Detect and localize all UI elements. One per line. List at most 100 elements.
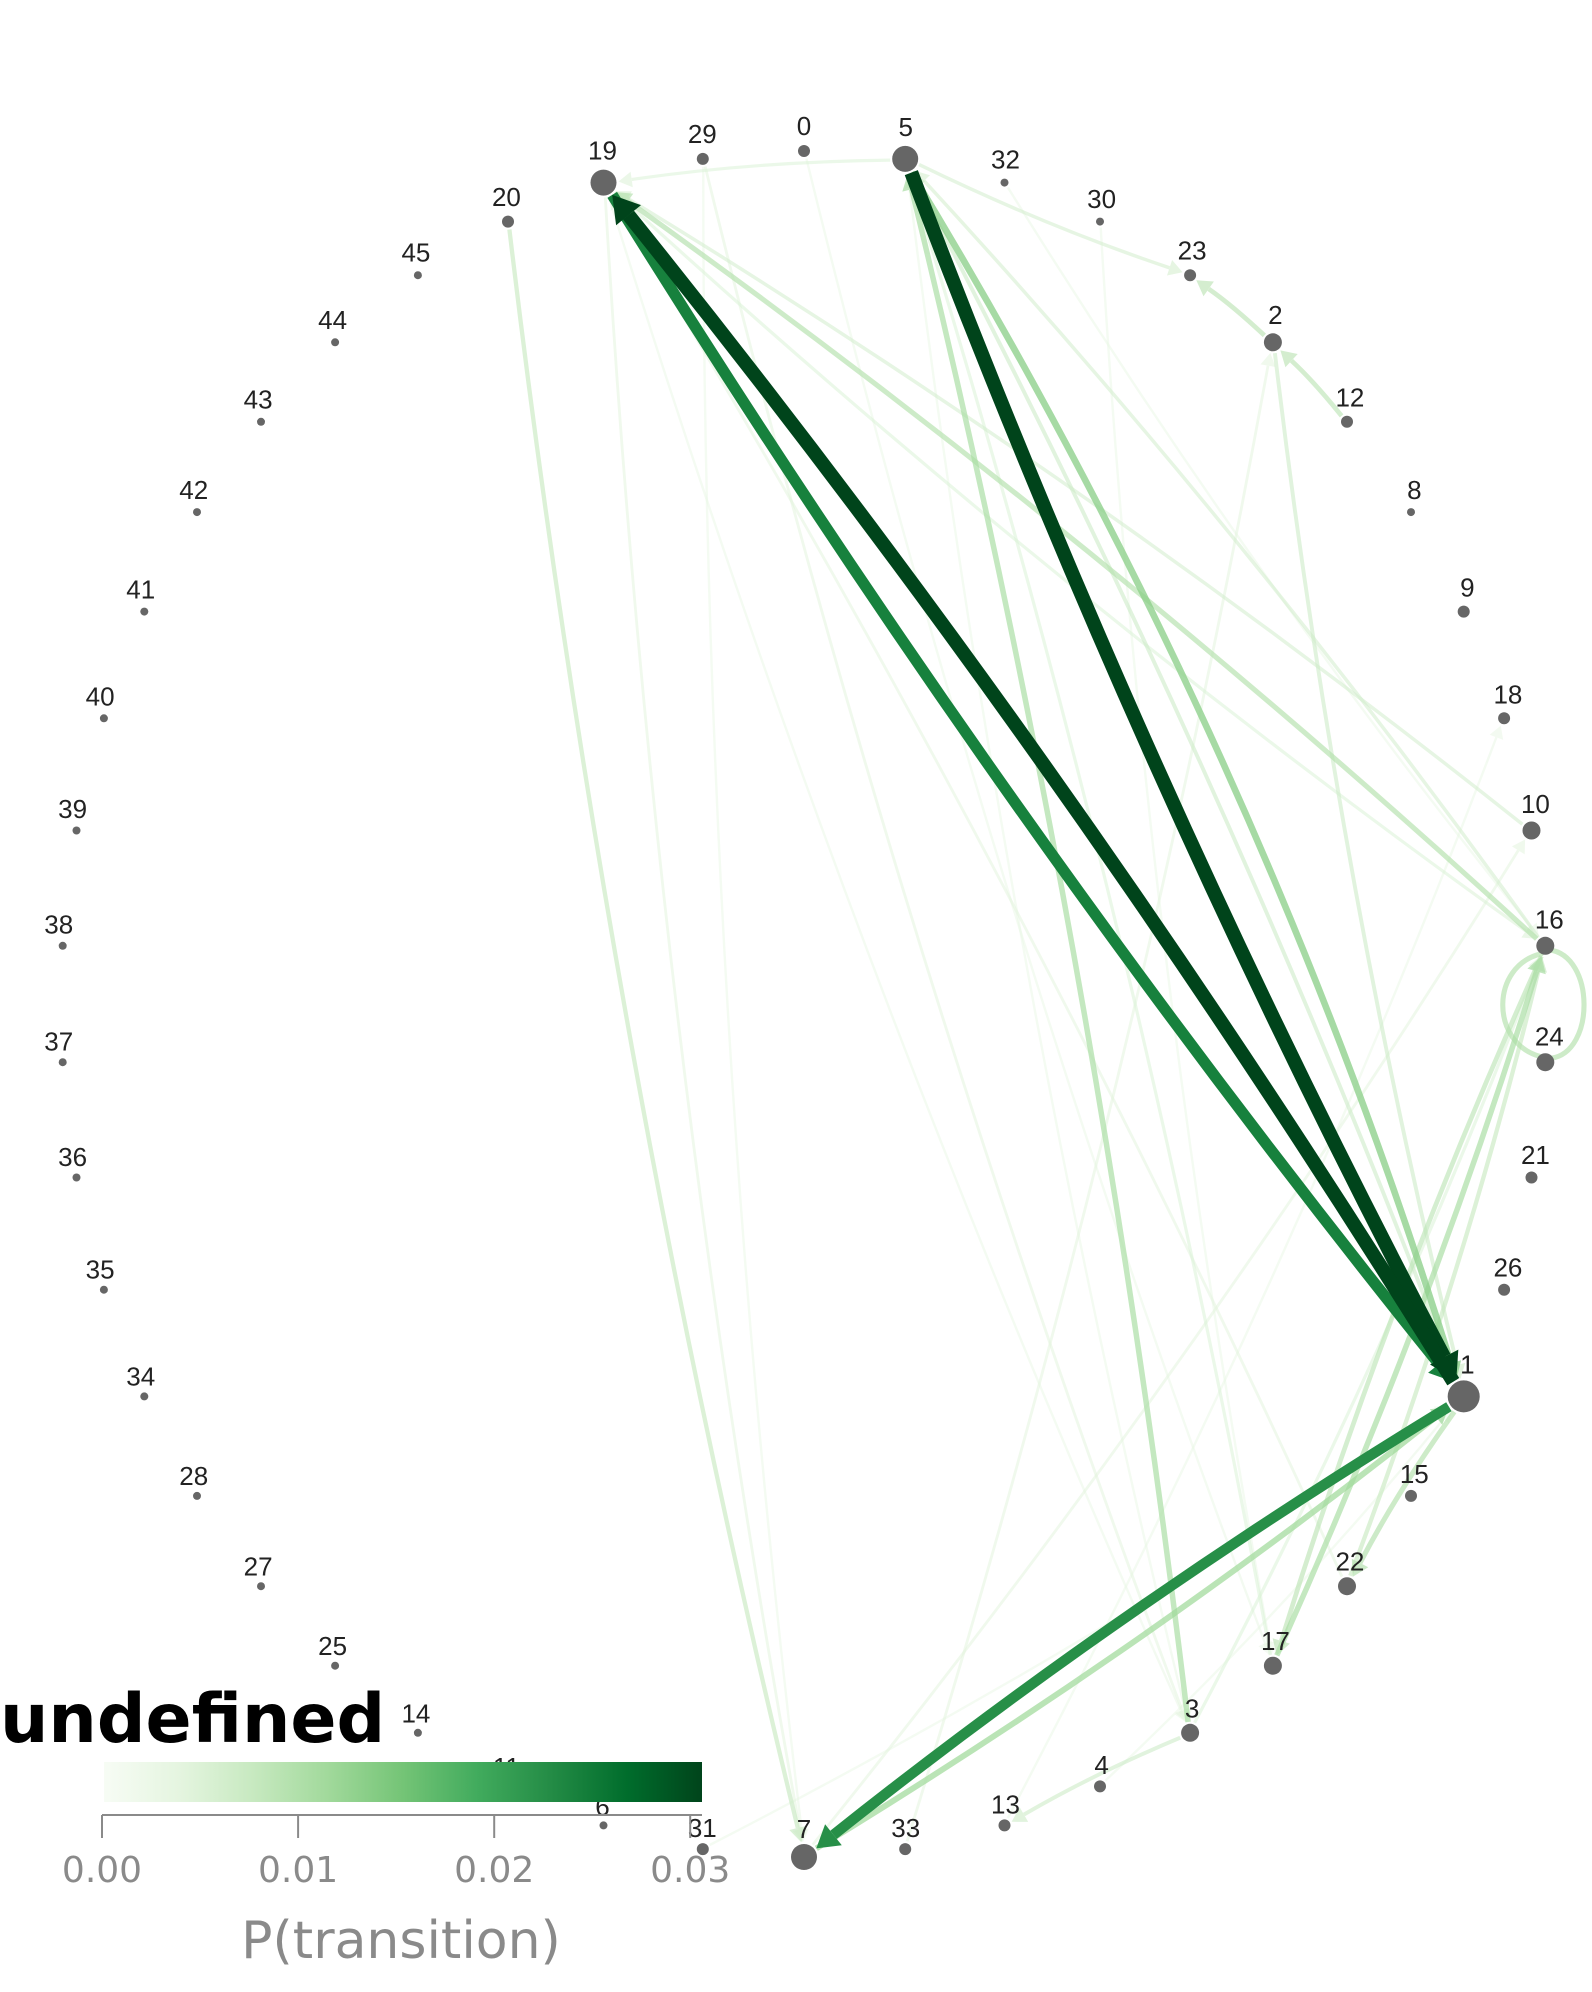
node-label: 22	[1335, 1547, 1364, 1577]
node-43[interactable]: 43	[244, 384, 273, 426]
node-29[interactable]: 29	[688, 119, 717, 165]
node-42[interactable]: 42	[179, 475, 208, 517]
node-13[interactable]: 13	[991, 1789, 1020, 1832]
node-44[interactable]: 44	[318, 305, 347, 347]
node-marker	[1447, 1380, 1480, 1413]
node-label: 9	[1460, 573, 1474, 603]
node-label: 44	[318, 305, 347, 335]
edge-line	[1500, 947, 1587, 1061]
node-marker	[1341, 415, 1353, 428]
node-marker	[696, 152, 709, 165]
node-label: 41	[126, 575, 155, 605]
node-20[interactable]: 20	[492, 182, 521, 228]
node-3[interactable]: 3	[1181, 1694, 1199, 1742]
edge-line	[703, 166, 1184, 1711]
node-5[interactable]: 5	[892, 112, 919, 172]
node-label: 10	[1521, 789, 1550, 819]
node-40[interactable]: 40	[86, 682, 115, 723]
edge-30-to-17	[1099, 227, 1277, 1655]
node-label: 37	[44, 1026, 73, 1056]
edge-arrowhead	[1511, 839, 1526, 855]
edge-line	[918, 163, 1171, 270]
edge-arrowhead	[1196, 280, 1214, 297]
node-marker	[1000, 178, 1009, 187]
edge-line	[1006, 736, 1498, 1819]
edge-line	[906, 173, 1187, 1711]
node-12[interactable]: 12	[1335, 382, 1364, 428]
node-marker	[193, 1491, 201, 1500]
node-30[interactable]: 30	[1087, 184, 1116, 226]
node-marker	[791, 1844, 817, 1870]
node-34[interactable]: 34	[126, 1361, 155, 1401]
node-19[interactable]: 19	[588, 136, 617, 196]
node-label: 29	[688, 119, 717, 149]
node-25[interactable]: 25	[318, 1631, 347, 1670]
node-15[interactable]: 15	[1400, 1459, 1429, 1502]
edge-line	[626, 199, 1539, 941]
node-label: 21	[1521, 1140, 1550, 1170]
node-label: 7	[797, 1814, 811, 1844]
node-marker	[257, 417, 265, 426]
node-22[interactable]: 22	[1335, 1547, 1364, 1596]
node-label: 33	[891, 1813, 920, 1843]
node-1[interactable]: 1	[1447, 1349, 1480, 1413]
node-41[interactable]: 41	[126, 575, 155, 616]
node-28[interactable]: 28	[179, 1461, 208, 1500]
node-27[interactable]: 27	[244, 1552, 273, 1591]
node-36[interactable]: 36	[58, 1142, 87, 1182]
node-0[interactable]: 0	[797, 111, 811, 157]
edge-arrowhead	[1011, 1807, 1029, 1822]
node-14[interactable]: 14	[401, 1699, 430, 1737]
node-marker	[1525, 1171, 1538, 1184]
node-33[interactable]: 33	[891, 1813, 920, 1856]
edge-line	[909, 188, 1191, 1723]
edge-2-to-23	[1196, 280, 1267, 338]
node-10[interactable]: 10	[1521, 789, 1550, 840]
node-4[interactable]: 4	[1094, 1750, 1109, 1793]
node-marker	[257, 1582, 265, 1591]
node-marker	[331, 1661, 340, 1670]
node-marker	[1498, 712, 1511, 725]
node-marker	[590, 169, 617, 196]
node-16[interactable]: 16	[1535, 905, 1564, 955]
node-8[interactable]: 8	[1407, 475, 1422, 517]
node-label: 31	[688, 1813, 717, 1843]
edge-1-to-7	[816, 1402, 1452, 1849]
node-label: 5	[898, 112, 912, 142]
node-label: 25	[318, 1631, 347, 1661]
node-label: 35	[86, 1254, 115, 1284]
node-2[interactable]: 2	[1263, 300, 1283, 352]
node-31[interactable]: 31	[688, 1813, 717, 1856]
node-label: 30	[1087, 184, 1116, 214]
edge-line	[805, 158, 1267, 1644]
node-label: 15	[1400, 1459, 1429, 1489]
edge-line	[1348, 970, 1541, 1577]
node-38[interactable]: 38	[44, 910, 73, 950]
edge-arrowhead	[1260, 353, 1276, 367]
edge-arrowhead	[816, 1824, 842, 1849]
edge-line	[607, 196, 1183, 1712]
node-7[interactable]: 7	[791, 1814, 817, 1870]
node-label: 18	[1493, 680, 1522, 710]
node-label: 36	[58, 1142, 87, 1172]
node-26[interactable]: 26	[1493, 1252, 1522, 1296]
edge-5-to-19	[618, 158, 891, 188]
node-18[interactable]: 18	[1493, 680, 1522, 725]
node-21[interactable]: 21	[1521, 1140, 1550, 1184]
node-37[interactable]: 37	[44, 1026, 73, 1067]
node-39[interactable]: 39	[58, 794, 87, 835]
node-9[interactable]: 9	[1457, 573, 1475, 618]
node-label: 42	[179, 475, 208, 505]
edge-line	[626, 196, 1524, 826]
node-23[interactable]: 23	[1178, 236, 1207, 282]
node-17[interactable]: 17	[1261, 1626, 1290, 1675]
node-32[interactable]: 32	[991, 145, 1020, 187]
edge-5-to-23	[918, 163, 1183, 276]
node-layer: 0 532302321289181016242126115221734133373…	[44, 111, 1564, 1870]
node-marker	[798, 145, 810, 157]
node-marker	[1498, 1283, 1511, 1296]
colorbar-tick-0.01: 0.01	[258, 1815, 338, 1891]
node-45[interactable]: 45	[401, 238, 430, 280]
node-24[interactable]: 24	[1535, 1021, 1564, 1072]
node-35[interactable]: 35	[86, 1254, 115, 1294]
